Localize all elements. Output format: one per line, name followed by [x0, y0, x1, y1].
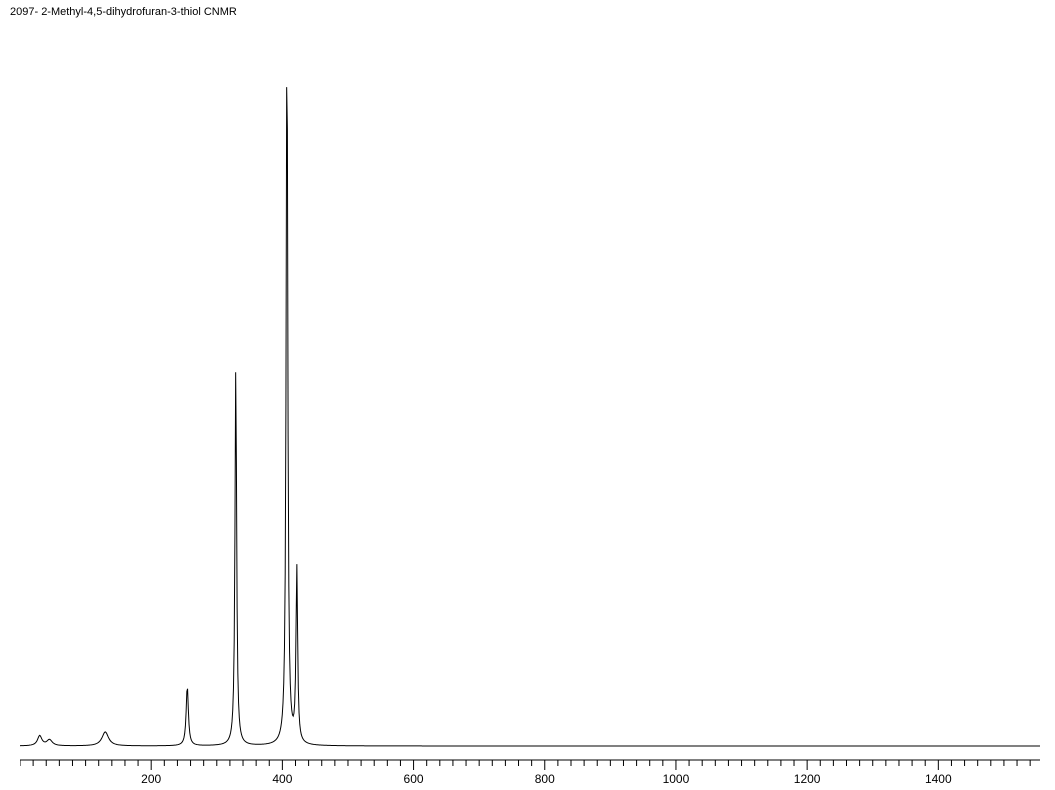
spectrum-plot — [20, 20, 1040, 790]
x-tick-label: 1200 — [794, 772, 821, 786]
x-tick-label: 200 — [141, 772, 161, 786]
plot-area: 200400600800100012001400 — [20, 20, 1040, 760]
x-tick-label: 1000 — [663, 772, 690, 786]
chart-container: 2097- 2-Methyl-4,5-dihydrofuran-3-thiol … — [0, 0, 1055, 790]
x-tick-label: 400 — [272, 772, 292, 786]
x-tick-label: 1400 — [925, 772, 952, 786]
chart-title: 2097- 2-Methyl-4,5-dihydrofuran-3-thiol … — [10, 6, 237, 18]
x-tick-label: 600 — [404, 772, 424, 786]
x-tick-label: 800 — [535, 772, 555, 786]
